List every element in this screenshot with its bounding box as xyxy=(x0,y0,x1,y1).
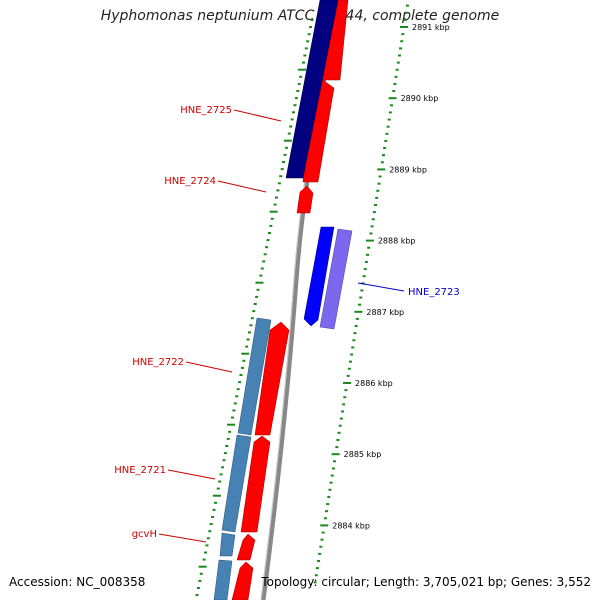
scale-label: 2885 kbp xyxy=(344,450,382,459)
gene-gcvh-red[interactable] xyxy=(236,533,256,561)
scale-label: 2887 kbp xyxy=(366,308,404,317)
scale-label: 2891 kbp xyxy=(412,23,450,32)
gene-gcvh-steel[interactable] xyxy=(219,532,236,557)
scale-label: 2888 kbp xyxy=(378,237,416,246)
gene-hne2722-red[interactable] xyxy=(254,321,290,436)
gene-label-hne2725[interactable]: HNE_2725 xyxy=(180,105,232,116)
gene-labels: HNE_2725 HNE_2724 HNE_2723 HNE_2722 HNE_… xyxy=(114,105,460,540)
gene-hne2721-steel[interactable] xyxy=(221,434,252,533)
scale-ticks xyxy=(195,4,409,597)
gene-hne2723-lavender[interactable] xyxy=(319,228,353,330)
map-title: Hyphomonas neptunium ATCC 15444, complet… xyxy=(100,8,500,24)
scale-labels: 2891 kbp 2890 kbp 2889 kbp 2888 kbp 2887 kbp… xyxy=(332,23,449,530)
gene-label-hne2724[interactable]: HNE_2724 xyxy=(164,176,216,187)
gene-hne2721-red[interactable] xyxy=(240,435,271,533)
scale-label: 2886 kbp xyxy=(355,379,393,388)
scale-label: 2889 kbp xyxy=(389,165,427,174)
gene-next-steel[interactable] xyxy=(213,559,233,600)
genome-summary-text: Topology: circular; Length: 3,705,021 bp… xyxy=(261,575,591,589)
gene-label-lines xyxy=(158,109,405,543)
gene-hne2724-red[interactable] xyxy=(296,185,314,214)
gene-label-gcvh[interactable]: gcvH xyxy=(132,529,157,540)
gene-hne2725-navy[interactable] xyxy=(285,0,339,179)
gene-hne2723-blue[interactable] xyxy=(303,226,335,327)
gene-label-hne2722[interactable]: HNE_2722 xyxy=(132,357,184,368)
gene-label-hne2723[interactable]: HNE_2723 xyxy=(408,287,460,298)
gene-next-red[interactable] xyxy=(231,561,254,600)
scale-label: 2884 kbp xyxy=(332,521,370,530)
accession-text: Accession: NC_008358 xyxy=(9,575,146,589)
inner-gene-track xyxy=(213,0,353,600)
gene-hne2722-steel[interactable] xyxy=(237,317,272,436)
gene-label-hne2721[interactable]: HNE_2721 xyxy=(114,465,166,476)
scale-label: 2890 kbp xyxy=(401,94,439,103)
